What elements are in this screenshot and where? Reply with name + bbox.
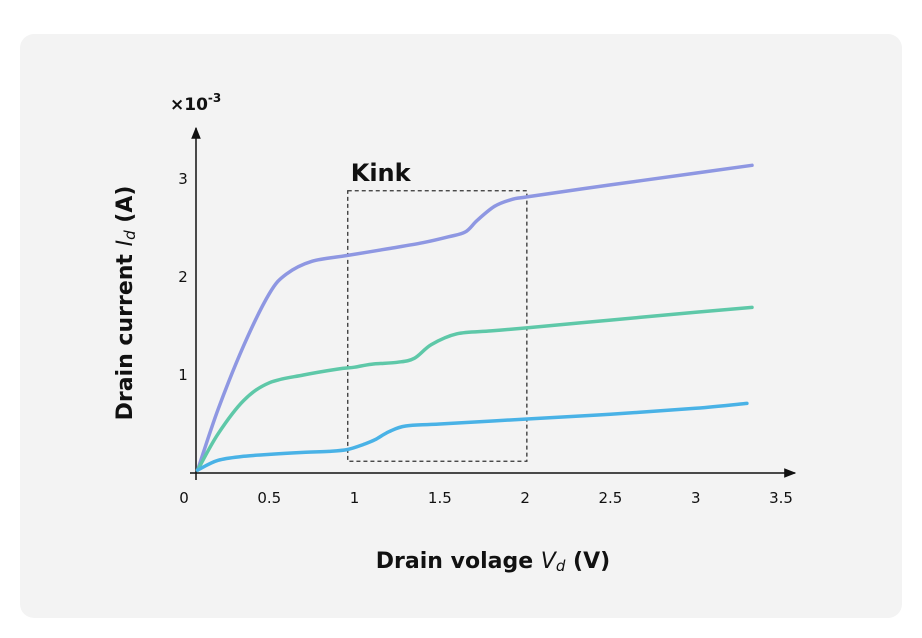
y-tick-label: 2 (178, 268, 188, 286)
x-tick-label: 0.5 (257, 489, 281, 507)
y-tick-label: 3 (178, 170, 188, 188)
x-tick-labels: 0 0.5 1 1.5 2 2.5 3 3.5 (179, 489, 793, 507)
x-tick-label: 2 (520, 489, 530, 507)
series-line-2 (195, 305, 754, 472)
chart-card (20, 34, 902, 618)
x-tick-label: 1.5 (428, 489, 452, 507)
x-tick-label: 2.5 (598, 489, 622, 507)
series-lines (195, 163, 754, 472)
kink-annotation-label: Kink (351, 159, 412, 187)
x-tick-label: 1 (350, 489, 360, 507)
x-axis-title: Drain volage Vd (V) (376, 549, 610, 575)
x-tick-label: 3 (691, 489, 701, 507)
y-tick-label: 1 (178, 366, 188, 384)
series-line-3 (195, 401, 749, 472)
y-tick-labels: 1 2 3 (178, 170, 188, 384)
y-multiplier: ×10-3 (170, 91, 221, 115)
x-tick-label: 3.5 (769, 489, 793, 507)
kink-annotation-box (347, 190, 528, 462)
x-tick-label: 0 (179, 489, 189, 507)
y-axis-title: Drain current Id (A) (113, 186, 139, 421)
series-line-1 (195, 163, 754, 472)
